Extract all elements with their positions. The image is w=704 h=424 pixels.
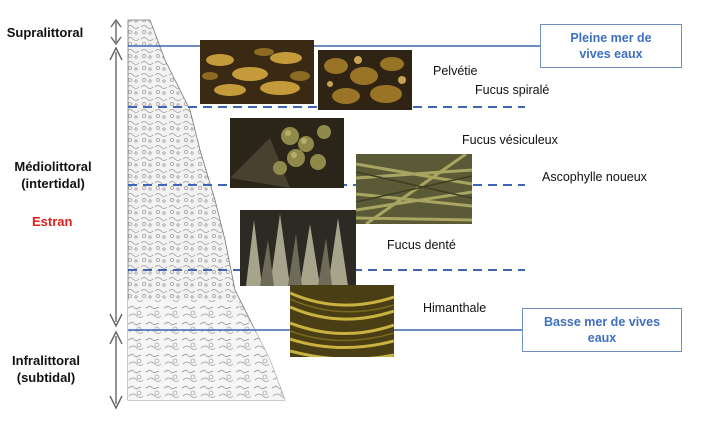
species-label-pelvetie: Pelvétie — [433, 64, 478, 78]
estran-label: Estran — [32, 214, 73, 229]
photo-himanthale — [290, 285, 394, 357]
low-tide-box: Basse mer de vives eaux — [522, 308, 682, 352]
low-tide-label-2: eaux — [587, 331, 617, 345]
zone-infralittoral-name: Infralittoral — [12, 353, 80, 368]
photo-pelvetie — [200, 40, 314, 104]
zone-supralittoral: Supralittoral — [6, 25, 84, 40]
zone-infralittoral: Infralittoral (subtidal) — [4, 352, 88, 386]
high-tide-label-1: Pleine mer de — [570, 31, 652, 45]
low-tide-label-1: Basse mer de vives — [543, 315, 661, 329]
photo-fucus-dente — [240, 210, 356, 286]
species-label-fucus-spirale: Fucus spiralé — [475, 83, 550, 97]
species-label-fucus-vesiculeux: Fucus vésiculeux — [462, 133, 558, 147]
zone-mediolittoral-name: Médiolittoral — [14, 159, 92, 174]
photo-fucus-vesiculeux — [230, 118, 344, 188]
zone-infralittoral-sub: (subtidal) — [16, 370, 76, 385]
zone-arrows — [109, 18, 123, 410]
high-tide-box: Pleine mer de vives eaux — [540, 24, 682, 68]
species-label-himanthale: Himanthale — [423, 301, 487, 315]
zone-mediolittoral-sub: (intertidal) — [21, 176, 85, 191]
species-label-ascophylle: Ascophylle noueux — [542, 170, 647, 184]
photo-ascophylle — [356, 154, 472, 224]
high-tide-label-2: vives eaux — [579, 47, 643, 61]
species-label-fucus-dente: Fucus denté — [387, 238, 456, 252]
zone-mediolittoral: Médiolittoral (intertidal) — [4, 158, 102, 192]
photo-fucus-spirale — [318, 50, 412, 110]
